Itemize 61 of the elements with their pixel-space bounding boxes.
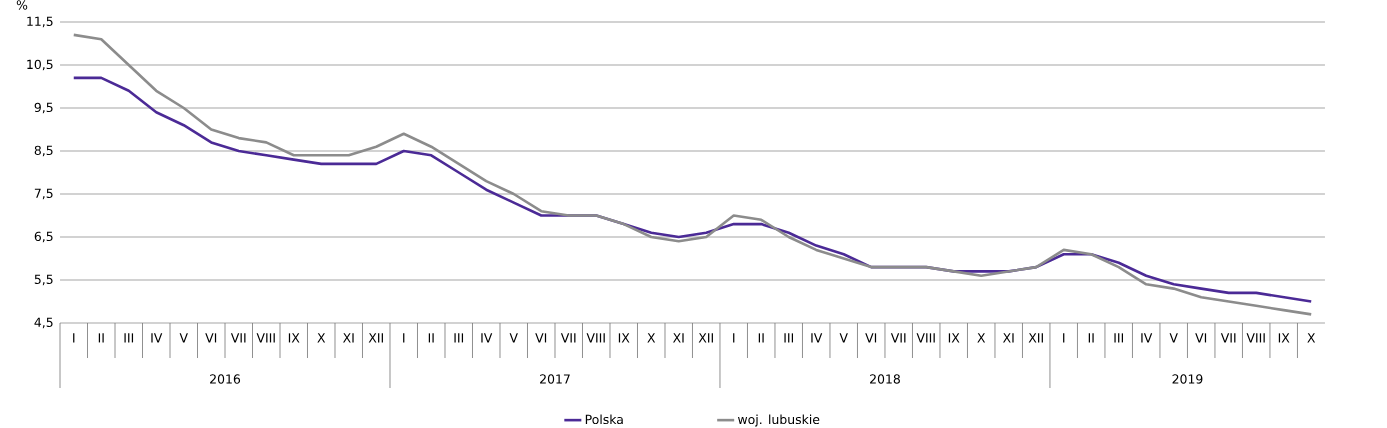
x-tick-label: XII bbox=[1028, 333, 1043, 343]
x-tick-label: XII bbox=[698, 333, 713, 343]
x-tick-label: VII bbox=[1220, 333, 1236, 343]
x-tick-label: VIII bbox=[586, 333, 605, 343]
x-tick-label: IX bbox=[288, 333, 300, 343]
x-tick-label: XI bbox=[343, 333, 354, 343]
x-tick-label: X bbox=[647, 333, 656, 343]
x-tick-label: I bbox=[733, 333, 735, 343]
x-tick-label: VIII bbox=[1246, 333, 1265, 343]
x-tick-label: III bbox=[124, 333, 134, 343]
y-tick-label: 5,5 bbox=[34, 274, 53, 286]
x-tick-label: VIII bbox=[256, 333, 275, 343]
x-tick-label: II bbox=[98, 333, 104, 343]
x-tick-label: V bbox=[179, 333, 188, 343]
x-tick-label: II bbox=[758, 333, 764, 343]
x-tick-label: XII bbox=[368, 333, 383, 343]
x-tick-label: IX bbox=[948, 333, 960, 343]
y-tick-label: 10,5 bbox=[27, 59, 53, 71]
x-tick-label: X bbox=[1307, 333, 1316, 343]
x-tick-label: I bbox=[1063, 333, 1065, 343]
text: 2019 bbox=[1172, 374, 1203, 384]
x-tick-label: IX bbox=[618, 333, 630, 343]
x-tick-label: III bbox=[784, 333, 794, 343]
x-tick-label: III bbox=[1114, 333, 1124, 343]
x-tick-label: IV bbox=[1141, 333, 1153, 343]
x-tick-label: VI bbox=[205, 333, 217, 343]
y-tick-label: 7,5 bbox=[34, 188, 53, 200]
y-tick-label: 8,5 bbox=[34, 145, 53, 157]
x-tick-label: X bbox=[977, 333, 986, 343]
x-tick-label: X bbox=[317, 333, 326, 343]
x-tick-label: VIII bbox=[916, 333, 935, 343]
y-tick-label: 11,5 bbox=[27, 16, 53, 28]
x-tick-label: IX bbox=[1278, 333, 1290, 343]
x-tick-label: V bbox=[509, 333, 518, 343]
x-tick-label: XI bbox=[673, 333, 684, 343]
text: 2017 bbox=[540, 374, 570, 384]
x-tick-label: VII bbox=[560, 333, 576, 343]
x-tick-label: IV bbox=[481, 333, 493, 343]
legend-label: woj. lubuskie bbox=[737, 414, 820, 427]
x-tick-label: IV bbox=[811, 333, 823, 343]
x-tick-label: VI bbox=[1195, 333, 1207, 343]
text: 2016 bbox=[210, 374, 241, 384]
x-tick-label: II bbox=[1088, 333, 1094, 343]
y-tick-label: 6,5 bbox=[34, 231, 53, 243]
text: 2018 bbox=[870, 374, 900, 384]
x-tick-label: VII bbox=[230, 333, 246, 343]
x-tick-label: VI bbox=[535, 333, 547, 343]
x-tick-label: VI bbox=[865, 333, 877, 343]
y-tick-label: 4,5 bbox=[34, 317, 53, 329]
x-tick-label: I bbox=[73, 333, 75, 343]
x-tick-label: II bbox=[428, 333, 434, 343]
x-tick-label: I bbox=[403, 333, 405, 343]
x-tick-label: V bbox=[1169, 333, 1178, 343]
x-tick-label: XI bbox=[1002, 333, 1014, 343]
x-tick-label: V bbox=[839, 333, 848, 343]
legend-label: Polska bbox=[585, 414, 623, 425]
x-tick-label: IV bbox=[151, 333, 163, 343]
y-axis-title: % bbox=[16, 0, 28, 10]
x-tick-label: III bbox=[454, 333, 464, 343]
x-tick-label: VII bbox=[890, 333, 906, 343]
y-tick-label: 9,5 bbox=[34, 102, 53, 114]
